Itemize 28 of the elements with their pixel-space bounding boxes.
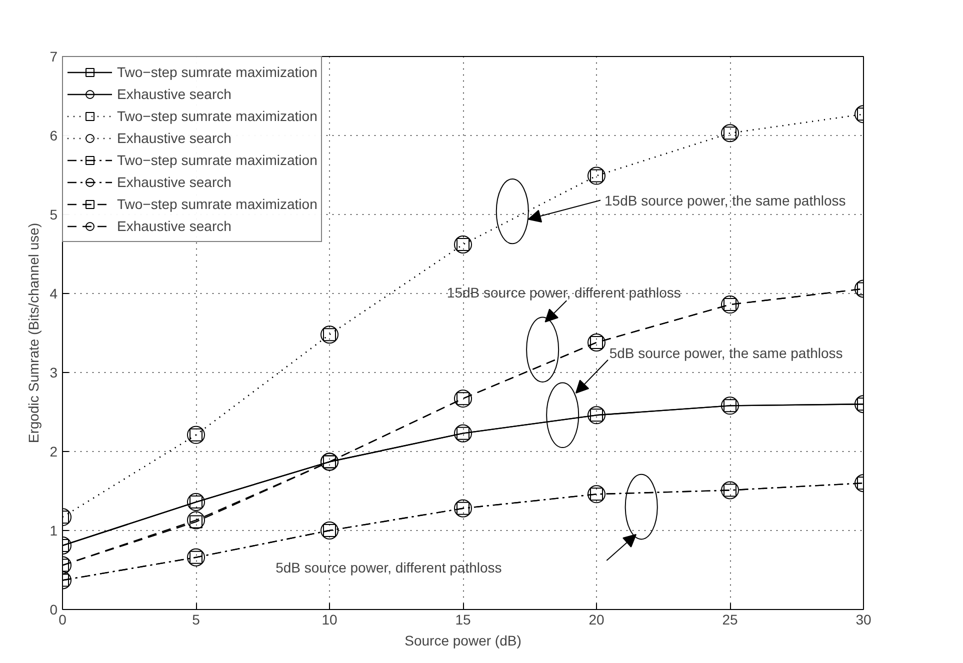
y-tick-label: 6 (50, 128, 58, 144)
x-tick-label: 25 (722, 612, 738, 628)
annotation: 5dB source power, different pathloss (276, 560, 502, 576)
x-tick-label: 15 (455, 612, 471, 628)
legend-label: Two−step sumrate maximization (117, 107, 318, 126)
annotation: 15dB source power, different pathloss (446, 284, 681, 301)
legend-label: Exhaustive search (117, 129, 232, 148)
annotation: 15dB source power, the same pathloss (604, 192, 846, 208)
x-tick-label: 20 (588, 612, 604, 628)
y-tick-label: 7 (50, 48, 58, 64)
legend-label: Exhaustive search (117, 85, 232, 104)
y-tick-label: 2 (50, 444, 58, 460)
annotation: 5dB source power, the same pathloss (609, 344, 843, 361)
x-tick-label: 5 (192, 612, 200, 628)
y-tick-label: 4 (50, 286, 58, 302)
y-tick-label: 3 (50, 364, 58, 380)
legend-label: Exhaustive search (117, 173, 232, 192)
y-tick-label: 1 (50, 522, 58, 538)
y-tick-label: 0 (50, 602, 58, 618)
y-tick-label: 5 (50, 206, 58, 222)
legend-label: Exhaustive search (117, 217, 232, 236)
legend-label: Two−step sumrate maximization (117, 63, 318, 82)
legend-label: Two−step sumrate maximization (117, 151, 318, 170)
legend-label: Two−step sumrate maximization (117, 195, 318, 214)
x-axis-title: Source power (dB) (404, 632, 522, 648)
y-axis-title: Ergodic Sumrate (Bits/channel use) (26, 222, 42, 444)
x-tick-label: 10 (322, 612, 338, 628)
x-tick-label: 30 (856, 612, 872, 628)
